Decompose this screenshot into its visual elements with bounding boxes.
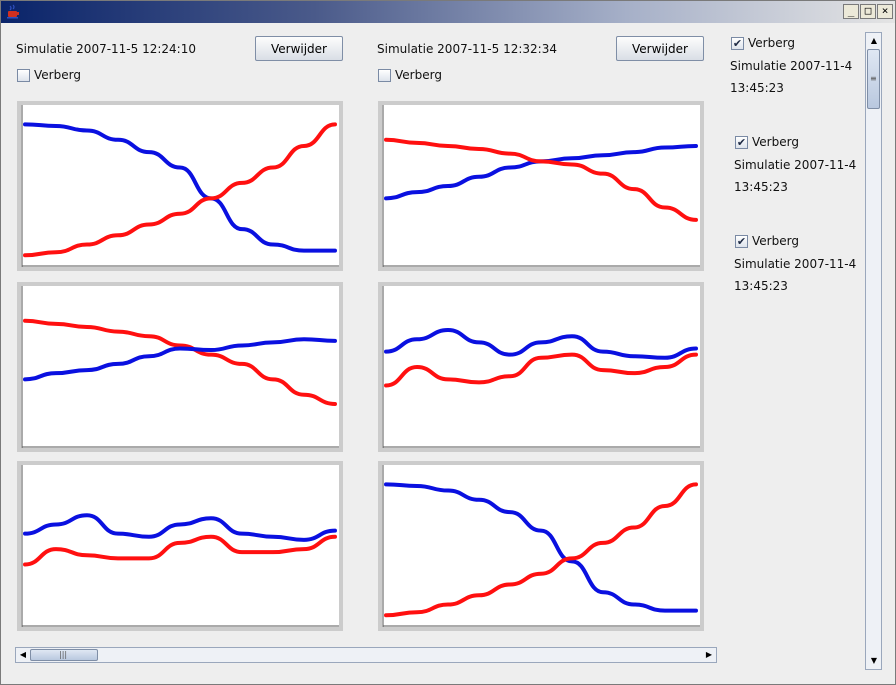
chart-5 [17,461,343,631]
sidebar-hide-checkbox-row-1[interactable]: ✔ Verberg [731,36,795,50]
scroll-left-arrow-icon[interactable]: ◀ [19,650,27,659]
sidebar-sim-title-3: Simulatie 2007-11-4 [734,257,857,271]
chart-4 [378,282,704,452]
title-bar[interactable]: _ □ × [1,1,895,23]
java-cup-icon [7,4,19,19]
sidebar-hide-checkbox-2[interactable]: ✔ [735,135,748,149]
simulation-title-2: Simulatie 2007-11-5 12:32:34 [377,42,557,56]
chart-6 [378,461,704,631]
close-button[interactable]: × [877,4,893,19]
chart-6-series-2-line [384,482,698,618]
chart-1-plot [21,105,339,267]
remove-button-2[interactable]: Verwijder [616,36,704,61]
horizontal-scroll-thumb[interactable]: ||| [30,649,98,661]
chart-3-plot [21,286,339,448]
chart-3-series-2-line [23,337,337,382]
sidebar-sim-title-2: Simulatie 2007-11-4 [734,158,857,172]
horizontal-scrollbar[interactable]: ◀ ||| ▶ [15,647,717,663]
chart-1-series-1-line [23,122,337,253]
sidebar-hide-label-2: Verberg [752,135,799,149]
hide-checkbox-row-1[interactable]: Verberg [17,68,81,82]
maximize-button[interactable]: □ [860,4,876,19]
vertical-scroll-grip-icon: ≡ [870,74,877,83]
scroll-grip-icon: ||| [59,650,68,659]
sidebar-sim-time-1: 13:45:23 [730,81,784,95]
sidebar-sim-time-3: 13:45:23 [734,279,788,293]
vertical-scroll-thumb[interactable]: ≡ [867,49,880,109]
hide-checkbox-row-2[interactable]: Verberg [378,68,442,82]
chart-3-series-1-line [23,318,337,406]
sidebar-hide-checkbox-row-2[interactable]: ✔ Verberg [735,135,799,149]
scroll-down-arrow-icon[interactable]: ▼ [870,656,878,665]
sidebar-hide-checkbox-row-3[interactable]: ✔ Verberg [735,234,799,248]
chart-6-plot [382,465,700,627]
vertical-scrollbar[interactable]: ▲ ≡ ▼ [865,32,882,670]
chart-2-series-1-line [384,143,698,201]
chart-5-plot [21,465,339,627]
chart-2-series-2-line [384,137,698,222]
remove-button-1[interactable]: Verwijder [255,36,343,61]
hide-checkbox-label-1: Verberg [34,68,81,82]
chart-2-plot [382,105,700,267]
chart-1-series-2-line [23,122,337,258]
chart-2 [378,101,704,271]
scroll-up-arrow-icon[interactable]: ▲ [870,36,878,45]
chart-4-series-2-line [384,352,698,388]
sidebar-hide-checkbox-3[interactable]: ✔ [735,234,748,248]
chart-6-series-1-line [384,482,698,613]
sidebar-hide-label-3: Verberg [752,234,799,248]
chart-4-plot [382,286,700,448]
chart-5-series-1-line [23,513,337,542]
hide-checkbox-2[interactable] [378,68,391,82]
chart-3 [17,282,343,452]
scroll-right-arrow-icon[interactable]: ▶ [705,650,713,659]
hide-checkbox-1[interactable] [17,68,30,82]
sidebar-sim-title-1: Simulatie 2007-11-4 [730,59,853,73]
hide-checkbox-label-2: Verberg [395,68,442,82]
sidebar-hide-checkbox-1[interactable]: ✔ [731,36,744,50]
chart-5-series-2-line [23,534,337,567]
sidebar-sim-time-2: 13:45:23 [734,180,788,194]
sidebar-hide-label-1: Verberg [748,36,795,50]
chart-1 [17,101,343,271]
chart-4-series-1-line [384,328,698,360]
minimize-button[interactable]: _ [843,4,859,19]
simulation-title-1: Simulatie 2007-11-5 12:24:10 [16,42,196,56]
